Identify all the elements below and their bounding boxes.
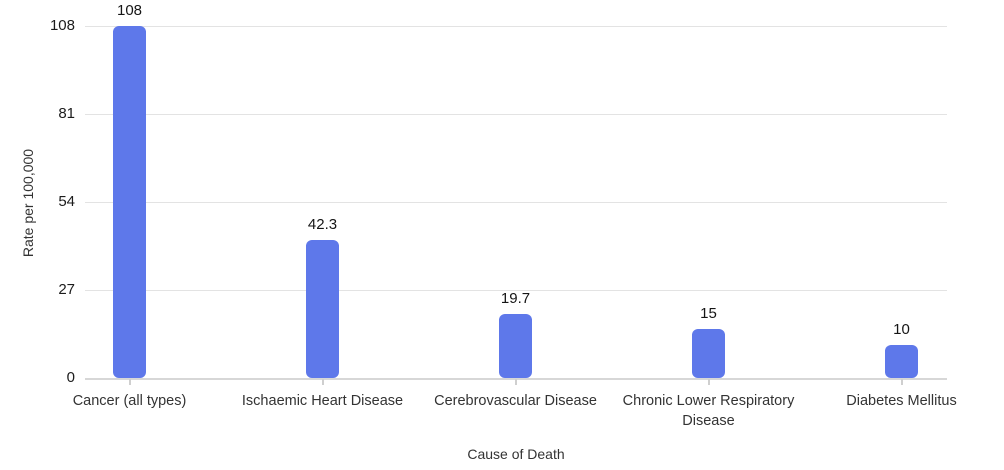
bar-value-label: 10 bbox=[893, 321, 910, 339]
x-tick-mark bbox=[514, 379, 517, 385]
bar-value-label: 108 bbox=[116, 2, 143, 19]
gridline bbox=[85, 26, 947, 27]
x-axis-title: Cause of Death bbox=[467, 446, 565, 462]
y-tick-label: 108 bbox=[49, 17, 75, 34]
bar-value-label: 42.3 bbox=[307, 216, 338, 234]
x-tick-mark bbox=[128, 379, 131, 385]
bar[interactable] bbox=[113, 26, 146, 378]
category-label: Diabetes Mellitus bbox=[846, 393, 957, 409]
category-label: Chronic Lower Respiratory Disease bbox=[622, 393, 795, 429]
y-axis-title: Rate per 100,000 bbox=[20, 148, 36, 258]
x-tick-mark bbox=[321, 379, 324, 385]
x-tick-mark bbox=[900, 379, 903, 385]
y-tick-label: 81 bbox=[58, 105, 75, 122]
category-label: Cerebrovascular Disease bbox=[434, 393, 597, 409]
bar-value-label: 19.7 bbox=[500, 289, 531, 307]
gridline bbox=[85, 202, 947, 203]
x-tick-mark bbox=[707, 379, 710, 385]
category-label: Ischaemic Heart Disease bbox=[241, 393, 404, 409]
bar[interactable] bbox=[692, 329, 725, 378]
y-tick-label: 27 bbox=[58, 281, 75, 298]
bar[interactable] bbox=[306, 240, 339, 378]
y-tick-label: 54 bbox=[58, 193, 75, 210]
bar[interactable] bbox=[499, 313, 532, 378]
y-tick-label: 0 bbox=[66, 369, 75, 386]
bar[interactable] bbox=[885, 345, 918, 378]
gridline bbox=[85, 290, 947, 291]
category-label: Cancer (all types) bbox=[72, 393, 187, 409]
bar-value-label: 15 bbox=[700, 305, 717, 323]
gridline bbox=[85, 114, 947, 115]
